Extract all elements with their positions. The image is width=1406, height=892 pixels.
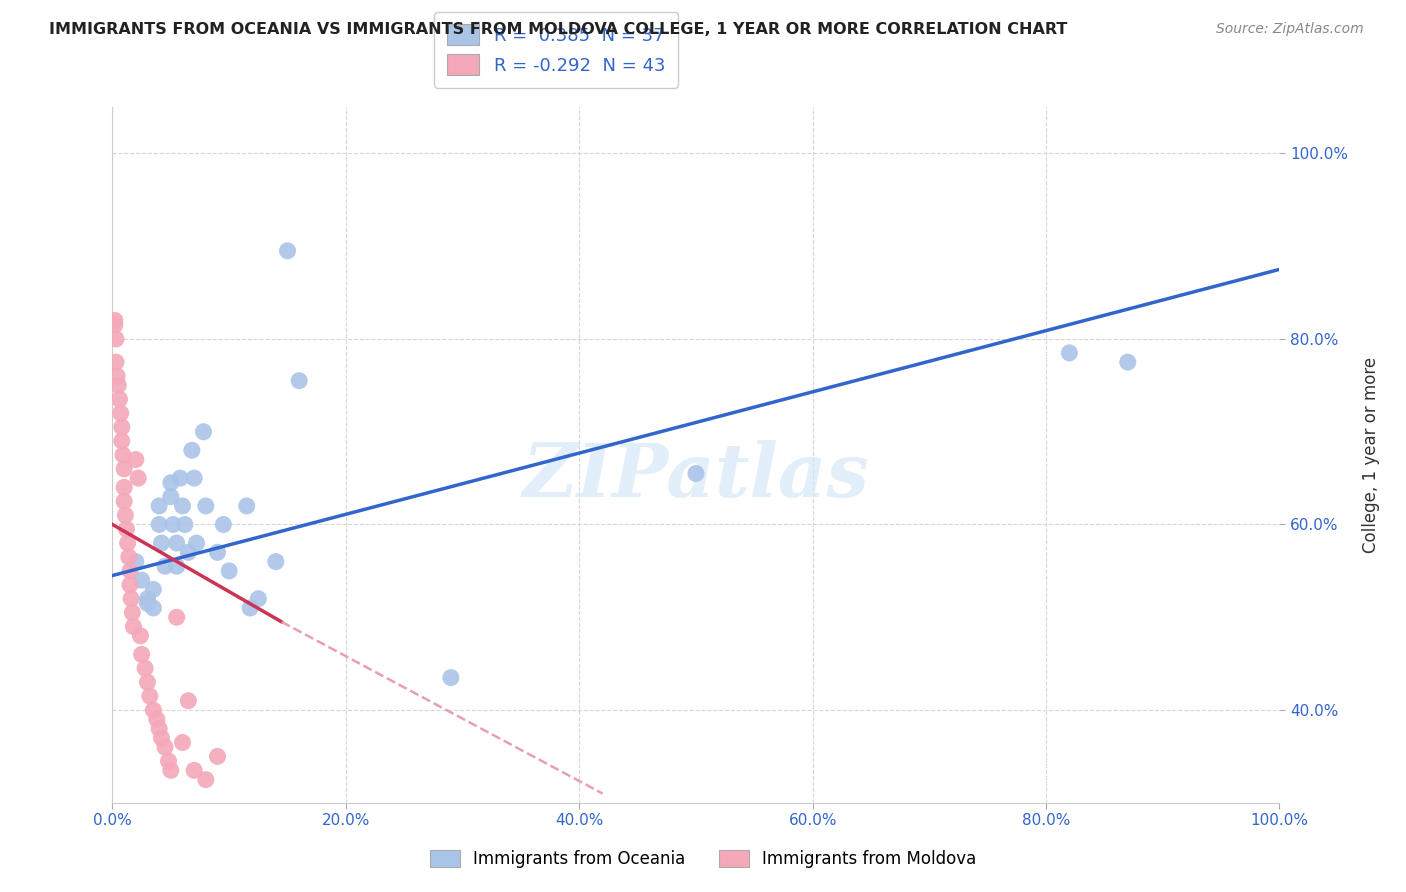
Point bbox=[125, 555, 148, 569]
Point bbox=[153, 559, 176, 574]
Point bbox=[129, 629, 152, 643]
Text: Source: ZipAtlas.com: Source: ZipAtlas.com bbox=[1216, 22, 1364, 37]
Point bbox=[148, 517, 170, 532]
Point bbox=[183, 764, 205, 778]
Point bbox=[107, 378, 129, 392]
Point bbox=[127, 471, 149, 485]
Point bbox=[166, 559, 188, 574]
Point bbox=[685, 467, 707, 481]
Point bbox=[148, 722, 170, 736]
Point bbox=[160, 475, 183, 490]
Point bbox=[1059, 346, 1081, 360]
Point bbox=[264, 555, 287, 569]
Point bbox=[194, 499, 217, 513]
Point bbox=[440, 671, 463, 685]
Point bbox=[194, 772, 217, 787]
Point bbox=[112, 480, 135, 494]
Text: ZIPatlas: ZIPatlas bbox=[523, 440, 869, 512]
Point bbox=[104, 313, 127, 327]
Point bbox=[136, 675, 159, 690]
Text: IMMIGRANTS FROM OCEANIA VS IMMIGRANTS FROM MOLDOVA COLLEGE, 1 YEAR OR MORE CORRE: IMMIGRANTS FROM OCEANIA VS IMMIGRANTS FR… bbox=[49, 22, 1067, 37]
Point bbox=[1116, 355, 1139, 369]
Point bbox=[186, 536, 208, 550]
Point bbox=[207, 749, 229, 764]
Point bbox=[134, 661, 156, 675]
Point bbox=[104, 355, 127, 369]
Point bbox=[146, 712, 169, 726]
Point bbox=[117, 536, 139, 550]
Point bbox=[148, 499, 170, 513]
Point bbox=[136, 596, 159, 610]
Point bbox=[118, 578, 141, 592]
Point bbox=[125, 452, 148, 467]
Point bbox=[235, 499, 257, 513]
Point bbox=[104, 332, 127, 346]
Point bbox=[162, 517, 184, 532]
Point bbox=[114, 508, 136, 523]
Point bbox=[111, 448, 134, 462]
Point bbox=[180, 443, 202, 458]
Point bbox=[173, 517, 195, 532]
Point bbox=[169, 471, 191, 485]
Point bbox=[193, 425, 215, 439]
Legend: R =  0.385  N = 37, R = -0.292  N = 43: R = 0.385 N = 37, R = -0.292 N = 43 bbox=[434, 12, 678, 87]
Point bbox=[157, 754, 180, 768]
Point bbox=[111, 434, 134, 448]
Point bbox=[160, 764, 183, 778]
Point bbox=[105, 369, 128, 384]
Point bbox=[150, 731, 173, 745]
Point bbox=[142, 582, 165, 597]
Point bbox=[110, 406, 132, 420]
Point bbox=[115, 522, 138, 536]
Point bbox=[104, 318, 127, 332]
Point bbox=[112, 462, 135, 476]
Point bbox=[177, 545, 200, 559]
Point bbox=[112, 494, 135, 508]
Point bbox=[166, 536, 188, 550]
Point bbox=[118, 549, 141, 564]
Point bbox=[212, 517, 235, 532]
Legend: Immigrants from Oceania, Immigrants from Moldova: Immigrants from Oceania, Immigrants from… bbox=[423, 843, 983, 875]
Point bbox=[131, 573, 153, 587]
Point bbox=[111, 420, 134, 434]
Point bbox=[172, 735, 194, 749]
Point bbox=[183, 471, 205, 485]
Point bbox=[136, 591, 159, 606]
Point bbox=[247, 591, 270, 606]
Point bbox=[207, 545, 229, 559]
Point bbox=[218, 564, 240, 578]
Point bbox=[288, 374, 311, 388]
Point bbox=[139, 689, 162, 703]
Point bbox=[239, 601, 262, 615]
Point bbox=[177, 694, 200, 708]
Point bbox=[276, 244, 298, 258]
Point bbox=[131, 648, 153, 662]
Point bbox=[142, 703, 165, 717]
Point bbox=[120, 591, 142, 606]
Point bbox=[108, 392, 131, 407]
Point bbox=[166, 610, 188, 624]
Point bbox=[172, 499, 194, 513]
Point bbox=[121, 606, 143, 620]
Point bbox=[153, 740, 176, 755]
Point bbox=[142, 601, 165, 615]
Point bbox=[150, 536, 173, 550]
Point bbox=[122, 619, 145, 633]
Point bbox=[118, 564, 141, 578]
Point bbox=[160, 490, 183, 504]
Y-axis label: College, 1 year or more: College, 1 year or more bbox=[1362, 357, 1379, 553]
